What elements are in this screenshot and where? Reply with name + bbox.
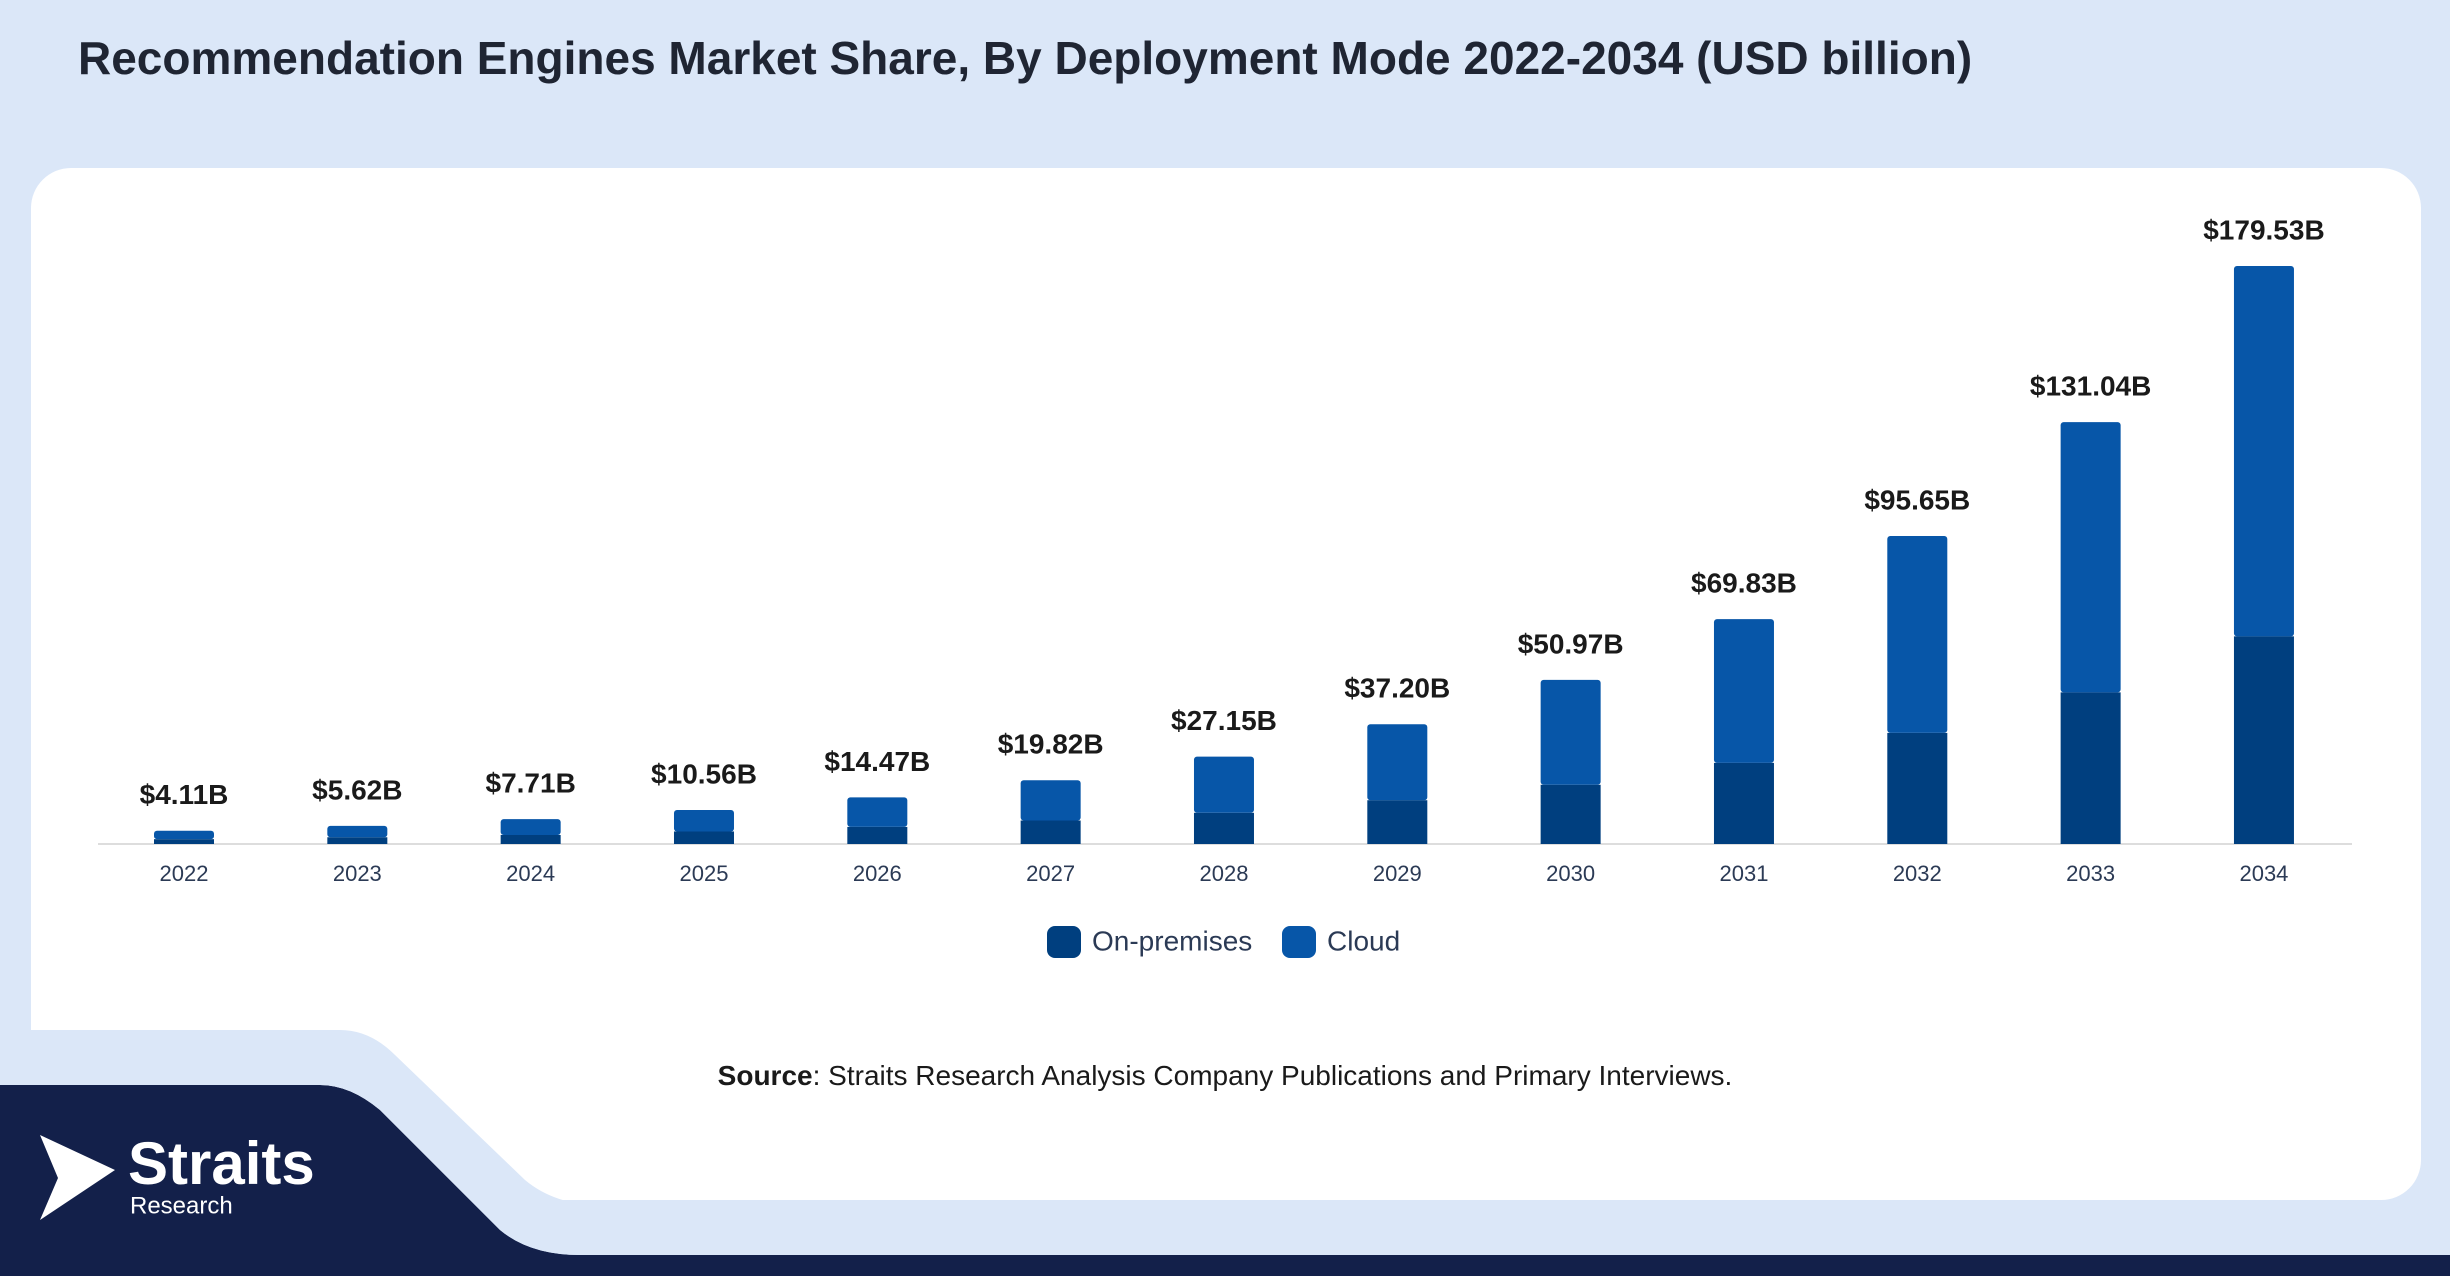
x-tick-label: 2026 <box>853 861 902 886</box>
bar-segment <box>847 826 908 844</box>
logo-name: Straits <box>128 1130 315 1197</box>
x-tick-label: 2028 <box>1200 861 1249 886</box>
x-tick-label: 2027 <box>1026 861 1075 886</box>
bar-segment <box>2060 692 2121 844</box>
legend-swatch <box>1282 926 1316 958</box>
x-tick-label: 2034 <box>2239 861 2288 886</box>
card <box>31 168 2421 1200</box>
total-label: $131.04B <box>2030 371 2151 402</box>
logo-icon <box>40 1135 115 1220</box>
bar-segment <box>1887 732 1948 844</box>
total-label: $50.97B <box>1518 628 1624 659</box>
bar-segment <box>1540 679 1601 785</box>
source-label: Source <box>718 1060 813 1091</box>
total-label: $37.20B <box>1344 673 1450 704</box>
bar-segment <box>1020 780 1081 821</box>
total-label: $95.65B <box>1864 484 1970 515</box>
bar-segment <box>2060 422 2121 693</box>
x-tick-label: 2033 <box>2066 861 2115 886</box>
bar-segment <box>1020 820 1081 844</box>
x-tick-label: 2022 <box>160 861 209 886</box>
bar-segment <box>500 834 561 844</box>
total-label: $14.47B <box>824 746 930 777</box>
total-label: $4.11B <box>140 779 229 810</box>
bar-segment <box>2233 636 2294 844</box>
footer-shape <box>0 1085 2450 1276</box>
total-label: $19.82B <box>998 729 1104 760</box>
total-label: $10.56B <box>651 758 757 789</box>
bar-segment <box>1193 756 1254 813</box>
bar-segment <box>1713 619 1774 763</box>
x-tick-label: 2031 <box>1719 861 1768 886</box>
bar-segment <box>1713 762 1774 844</box>
bar-segment <box>1367 724 1428 801</box>
footer-band <box>0 1030 2450 1255</box>
x-tick-label: 2023 <box>333 861 382 886</box>
source: Source: Straits Research Analysis Compan… <box>718 1060 1733 1091</box>
bar-segment <box>1887 536 1948 733</box>
total-label: $27.15B <box>1171 705 1277 736</box>
legend-swatch <box>1047 926 1081 958</box>
total-label: $7.71B <box>486 768 576 799</box>
bar-segment <box>1367 800 1428 844</box>
bar-segment <box>847 797 908 827</box>
bar-segment <box>154 830 214 840</box>
x-tick-label: 2024 <box>506 861 555 886</box>
bar-segment <box>1540 784 1601 844</box>
bar-segment <box>673 810 734 832</box>
total-label: $69.83B <box>1691 568 1797 599</box>
bar-segment <box>2233 266 2294 637</box>
x-tick-label: 2032 <box>1893 861 1942 886</box>
bar-segment <box>327 825 388 838</box>
legend-label: Cloud <box>1327 925 1400 956</box>
chart-title: Recommendation Engines Market Share, By … <box>78 32 1972 84</box>
source-text: : Straits Research Analysis Company Publ… <box>813 1060 1733 1091</box>
x-tick-label: 2025 <box>680 861 729 886</box>
bar-segment <box>500 819 561 835</box>
total-label: $179.53B <box>2203 214 2324 245</box>
total-label: $5.62B <box>312 774 402 805</box>
x-tick-label: 2030 <box>1546 861 1595 886</box>
bar-segment <box>1193 812 1254 844</box>
bar-segment <box>673 831 734 844</box>
x-tick-label: 2029 <box>1373 861 1422 886</box>
logo-tagline: Research <box>130 1192 233 1219</box>
bar-segment <box>154 839 214 844</box>
bar-segment <box>327 837 388 844</box>
legend-label: On-premises <box>1092 925 1252 956</box>
